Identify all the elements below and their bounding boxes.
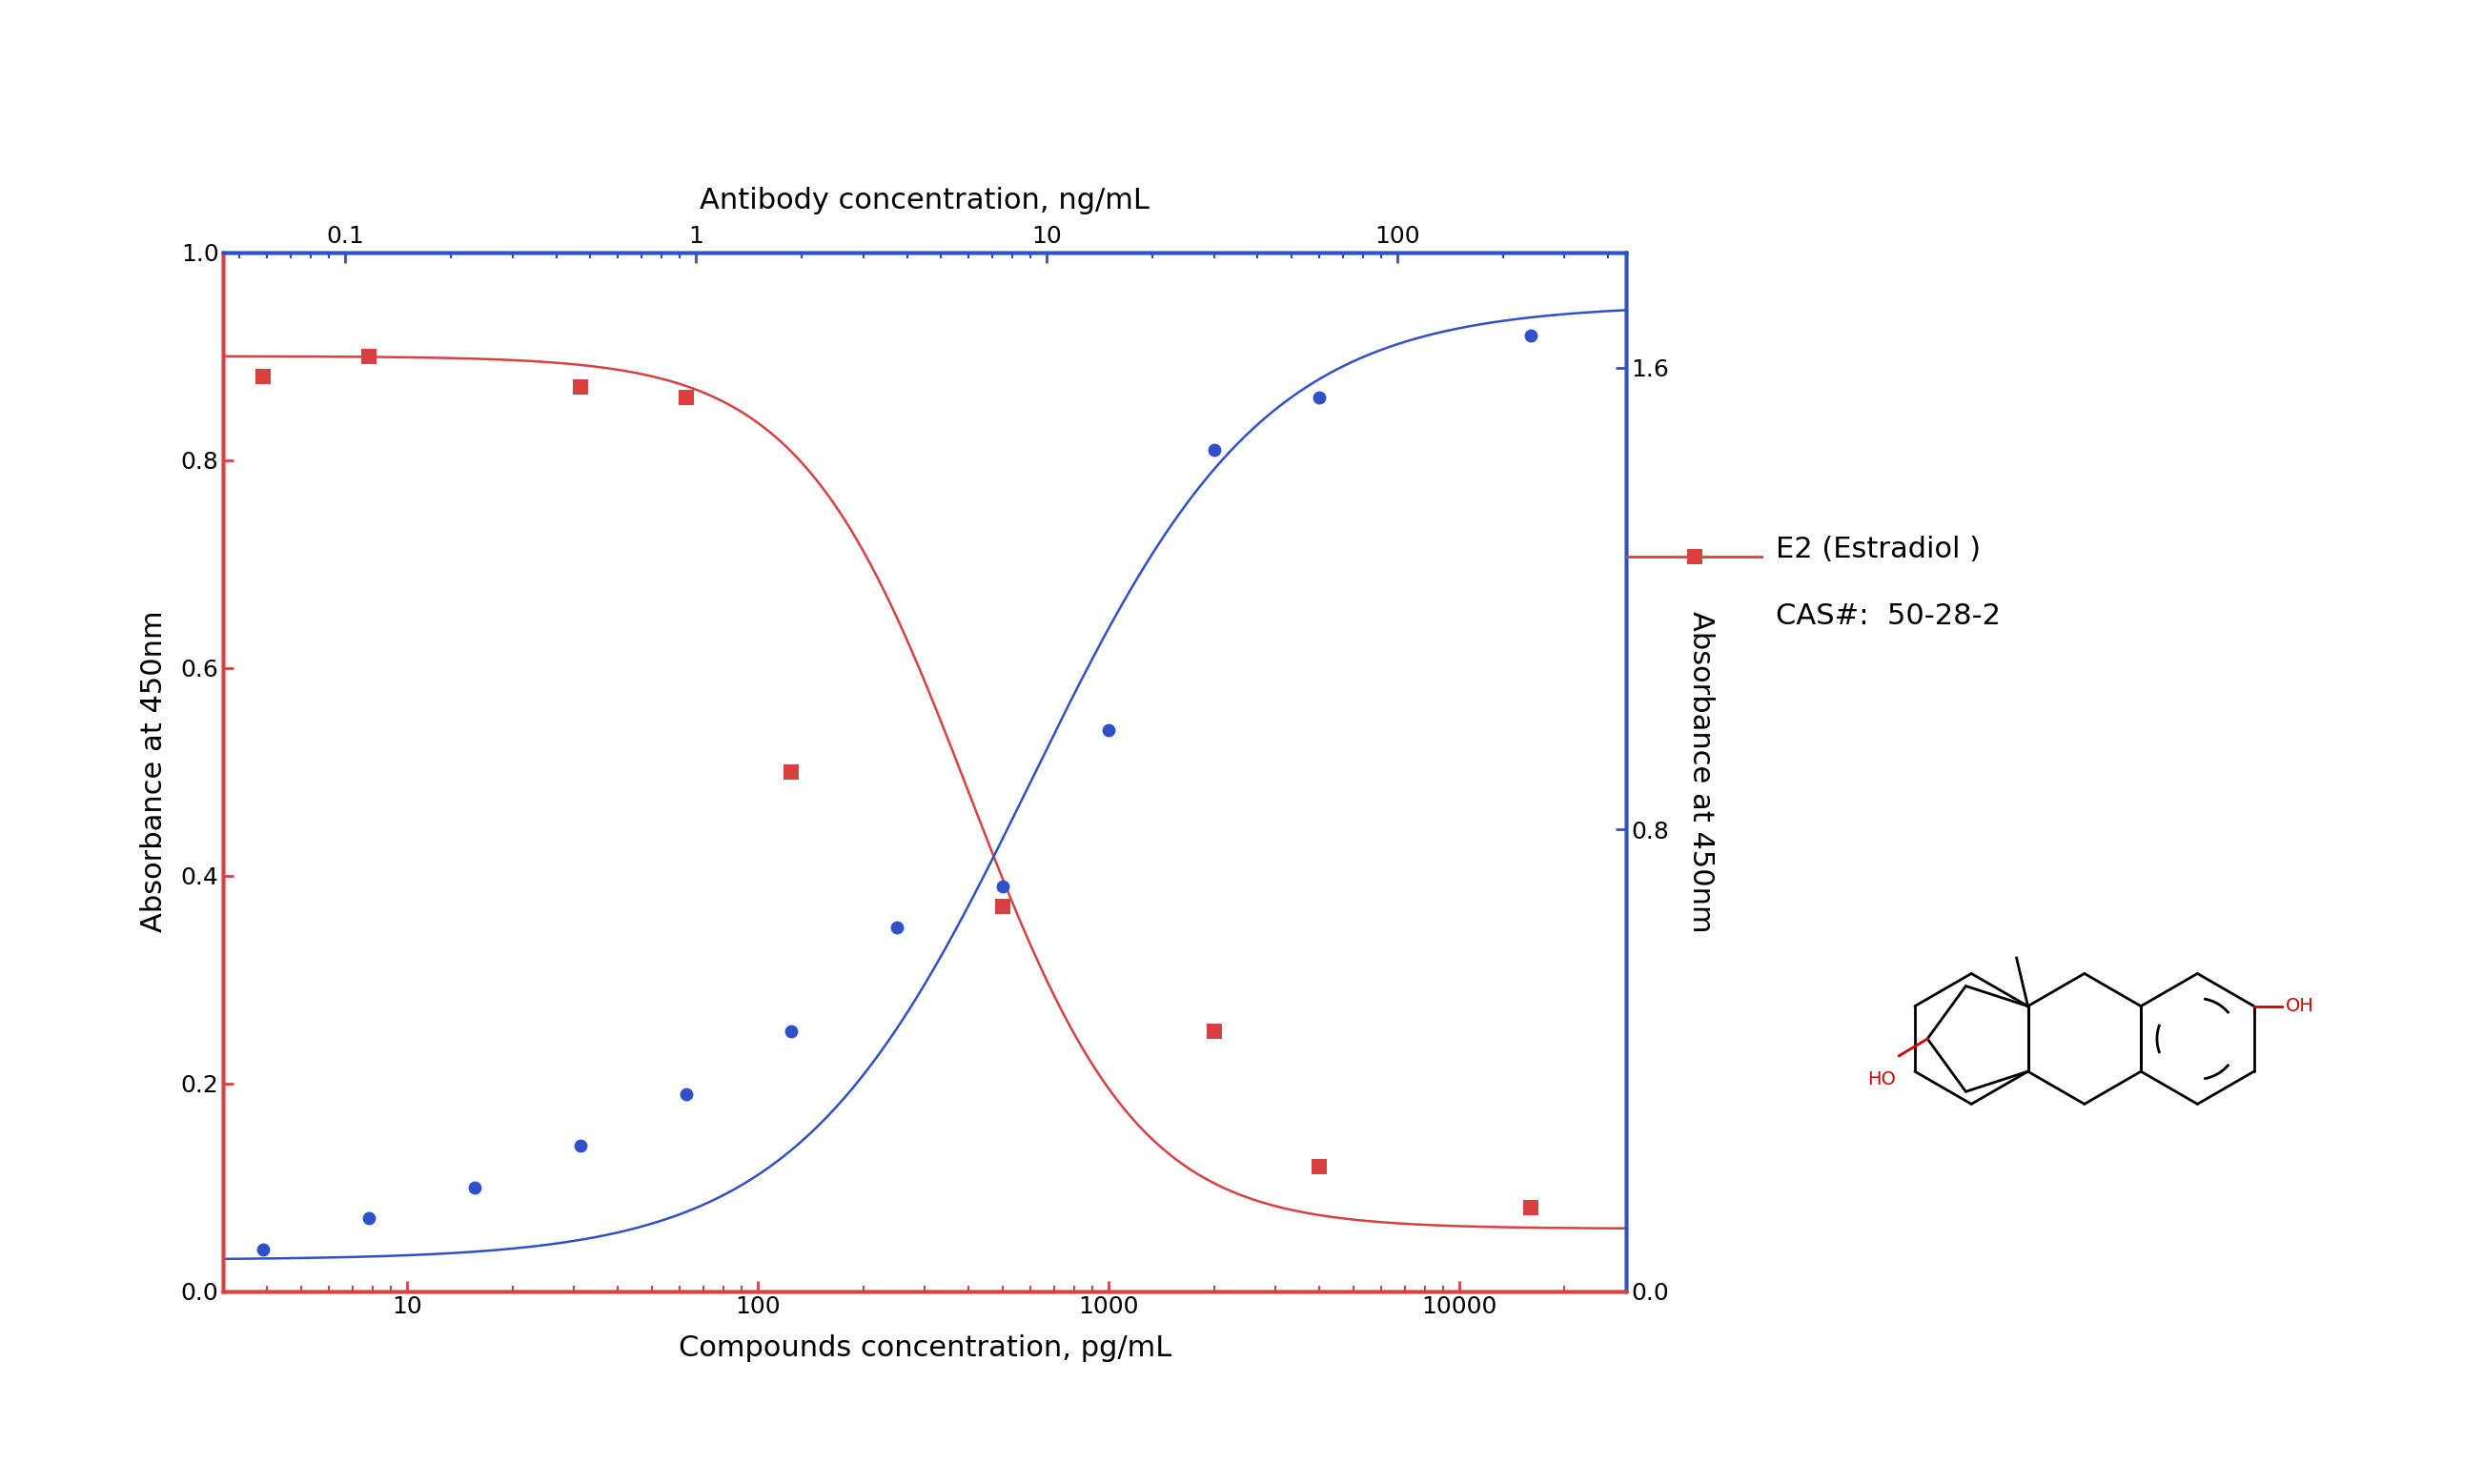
Point — [665, 1082, 705, 1106]
X-axis label: Compounds concentration, pg/mL: Compounds concentration, pg/mL — [678, 1334, 1172, 1362]
Point — [876, 916, 916, 939]
Point — [1676, 545, 1716, 568]
Point — [1510, 324, 1549, 347]
Text: CAS#:  50-28-2: CAS#: 50-28-2 — [1775, 603, 2001, 629]
Point — [983, 895, 1023, 919]
Text: HO: HO — [1867, 1070, 1897, 1088]
Y-axis label: Absorbance at 450nm: Absorbance at 450nm — [1688, 611, 1716, 932]
Point — [1194, 1020, 1234, 1043]
Point — [350, 1206, 390, 1230]
Point — [1299, 1155, 1338, 1178]
Point — [983, 874, 1023, 898]
Text: E2 (Estradiol ): E2 (Estradiol ) — [1775, 536, 1981, 562]
Y-axis label: Absorbance at 450nm: Absorbance at 450nm — [139, 611, 166, 932]
X-axis label: Antibody concentration, ng/mL: Antibody concentration, ng/mL — [700, 187, 1150, 215]
Point — [1194, 438, 1234, 462]
Point — [665, 386, 705, 410]
Point — [1088, 718, 1127, 742]
Point — [561, 1134, 601, 1158]
Point — [1510, 1196, 1549, 1220]
Point — [454, 1175, 494, 1199]
Point — [350, 344, 390, 368]
Point — [561, 375, 601, 399]
Point — [1299, 386, 1338, 410]
Point — [772, 760, 812, 784]
Point — [243, 1238, 283, 1261]
Text: OH: OH — [2284, 997, 2314, 1015]
Point — [772, 1020, 812, 1043]
Point — [243, 365, 283, 389]
